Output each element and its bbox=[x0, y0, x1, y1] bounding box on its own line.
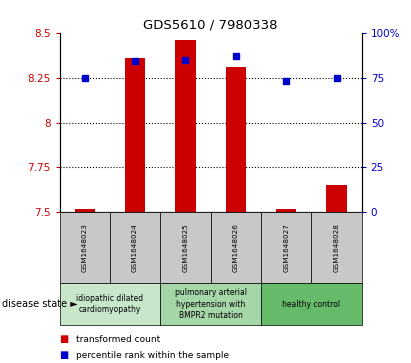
Bar bbox=[125, 58, 145, 212]
Text: GSM1648023: GSM1648023 bbox=[82, 223, 88, 272]
Text: ■: ■ bbox=[60, 350, 69, 360]
Text: healthy control: healthy control bbox=[282, 299, 340, 309]
Title: GDS5610 / 7980338: GDS5610 / 7980338 bbox=[143, 19, 278, 32]
Bar bbox=[226, 67, 246, 212]
Text: transformed count: transformed count bbox=[76, 335, 160, 344]
Text: pulmonary arterial
hypertension with
BMPR2 mutation: pulmonary arterial hypertension with BMP… bbox=[175, 289, 247, 319]
Text: idiopathic dilated
cardiomyopathy: idiopathic dilated cardiomyopathy bbox=[76, 294, 143, 314]
Text: GSM1648028: GSM1648028 bbox=[333, 223, 339, 272]
Bar bbox=[276, 209, 296, 212]
Text: ■: ■ bbox=[60, 334, 69, 344]
Bar bbox=[175, 40, 196, 212]
Bar bbox=[326, 185, 346, 212]
Text: GSM1648024: GSM1648024 bbox=[132, 223, 138, 272]
Text: disease state ►: disease state ► bbox=[2, 299, 78, 309]
Text: GSM1648026: GSM1648026 bbox=[233, 223, 239, 272]
Bar bbox=[75, 209, 95, 212]
Text: GSM1648027: GSM1648027 bbox=[283, 223, 289, 272]
Text: percentile rank within the sample: percentile rank within the sample bbox=[76, 351, 229, 359]
Text: GSM1648025: GSM1648025 bbox=[182, 223, 189, 272]
